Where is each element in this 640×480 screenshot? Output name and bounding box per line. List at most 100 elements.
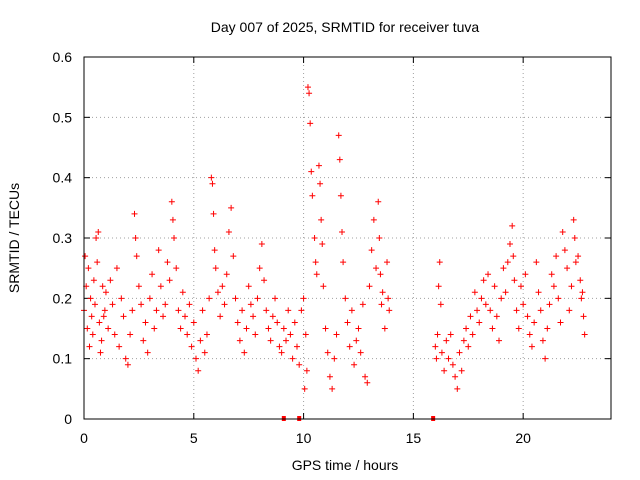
data-point	[208, 174, 215, 181]
data-point	[166, 277, 173, 284]
y-tick-label: 0.3	[53, 230, 73, 246]
grid	[84, 57, 611, 419]
data-point	[458, 367, 465, 374]
data-point	[301, 385, 308, 392]
data-point	[199, 307, 206, 314]
data-point	[533, 259, 540, 266]
data-point	[239, 307, 246, 314]
data-point	[435, 283, 442, 290]
data-point	[214, 289, 221, 296]
data-point	[515, 325, 522, 332]
data-point	[132, 235, 139, 241]
data-point	[555, 295, 562, 302]
data-point	[105, 325, 112, 332]
data-point	[384, 259, 391, 266]
data-point	[312, 259, 319, 266]
data-point	[293, 343, 300, 350]
data-point	[436, 259, 443, 266]
data-point	[348, 307, 355, 314]
data-point	[476, 319, 483, 326]
data-point	[203, 331, 210, 338]
data-point	[95, 228, 102, 235]
data-point	[535, 289, 542, 296]
y-tick-label: 0.1	[53, 351, 73, 367]
data-point	[113, 265, 120, 272]
data-point	[454, 385, 461, 392]
data-point	[366, 283, 373, 290]
data-point	[89, 331, 96, 338]
data-point	[480, 277, 487, 284]
data-point	[537, 307, 544, 314]
data-point	[496, 337, 503, 344]
data-point	[580, 313, 587, 320]
data-point	[351, 361, 358, 368]
data-point	[274, 319, 281, 326]
data-point	[487, 307, 494, 314]
data-point	[557, 319, 564, 326]
data-point	[131, 210, 138, 217]
data-point	[283, 337, 290, 344]
data-point	[342, 295, 349, 302]
data-point	[319, 241, 326, 248]
data-point	[99, 283, 106, 290]
data-point	[449, 361, 456, 368]
data-point	[524, 313, 531, 320]
data-point	[107, 277, 114, 284]
data-point	[272, 295, 279, 302]
data-point	[232, 295, 239, 302]
data-point	[298, 307, 305, 314]
data-point	[155, 247, 162, 254]
data-point	[250, 313, 257, 320]
data-point	[357, 349, 364, 356]
data-point	[502, 289, 509, 296]
data-point	[258, 241, 265, 248]
data-point	[111, 331, 118, 338]
data-point	[437, 301, 444, 308]
data-point	[162, 301, 169, 308]
data-point	[336, 156, 343, 163]
data-point	[138, 301, 145, 308]
data-point	[309, 192, 316, 199]
data-point	[142, 319, 149, 326]
data-point	[546, 301, 553, 308]
y-tick-label: 0	[64, 411, 72, 427]
data-point	[337, 192, 344, 199]
data-point	[467, 313, 474, 320]
data-point	[368, 247, 375, 254]
data-point	[463, 325, 470, 332]
data-point	[164, 259, 171, 266]
x-tick-label: 20	[515, 430, 531, 446]
data-point	[381, 325, 388, 332]
data-point	[373, 265, 380, 272]
data-point	[443, 337, 450, 344]
x-tick-label: 15	[406, 430, 422, 446]
data-point	[311, 235, 318, 241]
data-point	[445, 355, 452, 362]
data-point	[355, 325, 362, 332]
data-point	[289, 355, 296, 362]
data-point	[168, 198, 175, 205]
x-axis-label: GPS time / hours	[292, 457, 399, 473]
data-point	[87, 295, 94, 302]
data-point	[322, 325, 329, 332]
data-point	[171, 235, 178, 241]
data-point	[212, 265, 219, 272]
data-point	[184, 331, 191, 338]
data-point	[308, 168, 315, 175]
data-point	[90, 277, 97, 284]
data-point	[269, 313, 276, 320]
data-point	[303, 367, 310, 374]
data-point	[385, 295, 392, 302]
data-point	[234, 319, 241, 326]
data-point	[561, 247, 568, 254]
data-point	[86, 343, 93, 350]
data-point	[379, 289, 386, 296]
data-point	[542, 355, 549, 362]
data-point	[177, 325, 184, 332]
data-point	[124, 361, 131, 368]
data-point	[522, 271, 529, 278]
data-point	[304, 84, 311, 91]
data-point	[173, 265, 180, 272]
data-point	[306, 90, 313, 97]
